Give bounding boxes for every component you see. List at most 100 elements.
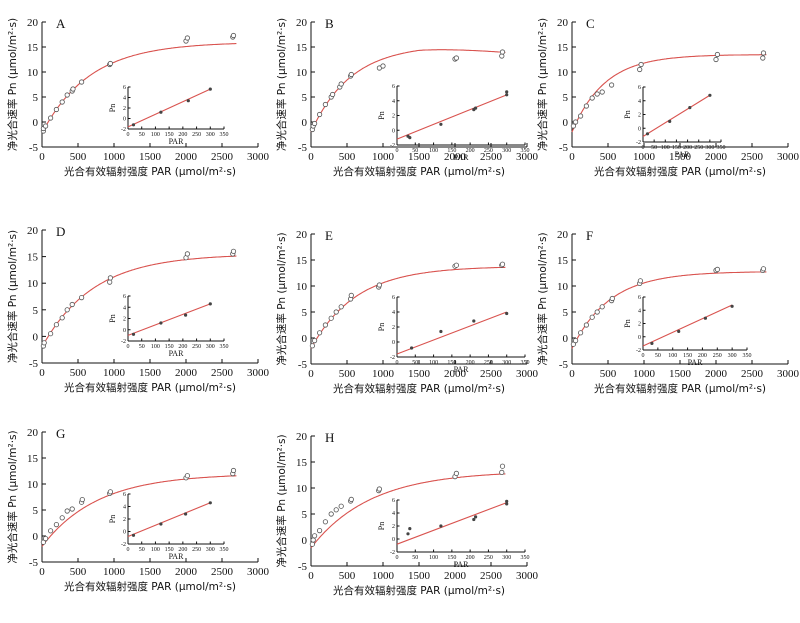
inset-y-tick-label: 0 — [123, 117, 126, 123]
inset-data-point — [184, 313, 188, 317]
inset-data-point — [131, 123, 136, 127]
data-point — [316, 111, 323, 118]
inset-x-tick-label: 250 — [192, 547, 201, 553]
data-point — [328, 511, 334, 517]
x-tick-label: 0 — [569, 368, 575, 380]
data-point — [760, 266, 767, 272]
y-tick-label: 20 — [296, 17, 308, 29]
data-point — [609, 295, 615, 302]
y-axis-title: 净光合速率 Pn (μmol/m²·s) — [536, 18, 549, 151]
data-point — [184, 473, 190, 479]
y-axis-title: 净光合速率 Pn (μmol/m²·s) — [275, 434, 288, 567]
inset-x-tick-label: 200 — [466, 148, 475, 154]
inset-fit-line — [642, 304, 733, 347]
x-tick-label: 1500 — [408, 368, 431, 380]
y-axis-title: 净光合速率 Pn (μmol/m²·s) — [6, 18, 19, 151]
inset-data-point — [730, 304, 734, 308]
data-point — [376, 486, 382, 492]
y-tick-label: 5 — [563, 307, 569, 319]
y-tick-label: 5 — [33, 92, 39, 104]
data-point — [64, 307, 70, 313]
inset-x-axis-title: PAR — [454, 560, 469, 569]
inset-x-tick-label: 50 — [655, 353, 661, 359]
y-tick-label: 20 — [296, 229, 308, 241]
inset-x-tick-label: 350 — [220, 132, 229, 138]
inset-y-tick-label: -2 — [390, 355, 395, 361]
inset-y-tick-label: 0 — [392, 340, 395, 346]
data-point — [107, 60, 114, 67]
y-tick-label: 10 — [27, 278, 39, 290]
inset-y-tick-label: 4 — [123, 305, 126, 311]
inset-x-tick-label: 50 — [412, 360, 418, 366]
inset-data-point — [688, 105, 692, 110]
y-axis-title: 净光合速率 Pn (μmol/m²·s) — [6, 430, 19, 563]
inset-x-tick-label: 100 — [429, 148, 438, 154]
data-point — [107, 275, 114, 281]
inset-x-tick-label: 0 — [396, 148, 399, 154]
data-point — [184, 35, 190, 41]
data-point — [338, 503, 344, 509]
y-tick-label: 10 — [296, 483, 308, 495]
data-point — [53, 322, 60, 328]
panel-label: B — [325, 16, 334, 31]
inset-y-tick-label: 2 — [638, 322, 641, 328]
data-point — [338, 81, 344, 87]
data-point — [594, 91, 600, 97]
x-tick-label: 3000 — [247, 367, 270, 379]
data-point — [322, 101, 328, 108]
inset-x-tick-label: 0 — [642, 353, 645, 359]
data-point — [53, 106, 60, 113]
data-point — [583, 103, 590, 109]
data-point — [453, 262, 459, 268]
inset-y-tick-label: 4 — [392, 99, 395, 105]
inset-y-axis-title: Pn — [108, 515, 117, 523]
data-point — [348, 496, 354, 502]
data-point — [79, 79, 85, 85]
y-axis-title: 净光合速率 Pn (μmol/m²·s) — [275, 232, 288, 365]
inset-data-point — [703, 316, 708, 320]
x-tick-label: 0 — [569, 151, 575, 163]
inset-x-tick-label: 100 — [429, 360, 438, 366]
x-tick-label: 2000 — [175, 367, 198, 379]
inset-y-tick-label: 6 — [392, 295, 395, 301]
x-tick-label: 2500 — [741, 368, 764, 380]
fit-curve — [41, 255, 237, 348]
data-point — [310, 537, 316, 543]
x-tick-label: 2500 — [741, 151, 764, 163]
data-point — [599, 304, 605, 310]
inset-x-tick-label: 50 — [139, 344, 145, 350]
y-tick-label: 15 — [557, 42, 569, 54]
inset-data-point — [159, 321, 163, 325]
x-tick-label: 2000 — [175, 566, 198, 578]
data-point — [637, 66, 643, 73]
inset-data-point — [408, 136, 412, 140]
x-tick-label: 1000 — [372, 570, 395, 582]
inset-x-tick-label: 200 — [178, 547, 187, 553]
data-point — [316, 330, 323, 336]
x-tick-label: 2500 — [211, 566, 234, 578]
x-tick-label: 2000 — [444, 368, 467, 380]
inset-data-point — [439, 122, 443, 126]
data-point — [380, 63, 386, 69]
inset-y-tick-label: 4 — [638, 308, 641, 314]
inset-y-tick-label: 2 — [123, 517, 126, 523]
x-tick-label: 500 — [70, 367, 87, 379]
data-point — [599, 89, 605, 95]
data-point — [41, 340, 47, 346]
y-tick-label: 5 — [302, 307, 308, 319]
inset-fit-line — [127, 303, 211, 336]
x-tick-label: 500 — [339, 151, 356, 163]
x-tick-label: 500 — [339, 570, 356, 582]
inset-fit-line — [642, 94, 711, 137]
inset-y-tick-label: -2 — [121, 127, 126, 133]
inset-data-point — [439, 524, 443, 528]
x-axis-title: 光合有效辐射强度 PAR (μmol/m²·s) — [333, 382, 505, 395]
